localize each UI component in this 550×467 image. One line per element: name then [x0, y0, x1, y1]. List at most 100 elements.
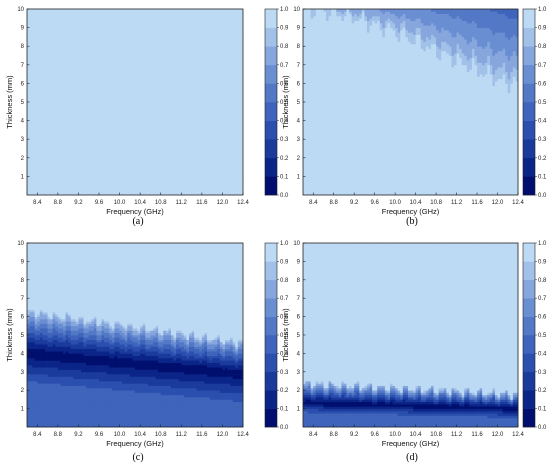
- heatmap-cell: [106, 183, 110, 187]
- heatmap-cell: [73, 122, 77, 126]
- heatmap-cell: [45, 153, 48, 156]
- heatmap-cell: [78, 20, 82, 24]
- heatmap-cell: [104, 25, 108, 28]
- heatmap-cell: [27, 150, 30, 154]
- heatmap-cell: [101, 118, 105, 121]
- heatmap-cell: [57, 141, 61, 145]
- heatmap-cell: [39, 160, 43, 163]
- heatmap-cell: [37, 146, 41, 149]
- heatmap-cell: [93, 167, 97, 170]
- heatmap-cell: [168, 125, 172, 128]
- heatmap-cell: [37, 13, 41, 17]
- heatmap-cell: [101, 134, 105, 138]
- heatmap-cell: [145, 99, 149, 103]
- heatmap-cell: [88, 36, 92, 40]
- heatmap-cell: [129, 43, 133, 47]
- heatmap-cell: [135, 139, 138, 142]
- heatmap-cell: [178, 174, 182, 177]
- heatmap-cell: [104, 15, 108, 19]
- heatmap-cell: [124, 99, 128, 103]
- heatmap-cell: [83, 76, 87, 80]
- heatmap-cell: [173, 108, 177, 112]
- heatmap-cell: [124, 97, 128, 101]
- heatmap-cell: [155, 141, 159, 145]
- heatmap-cell: [42, 29, 46, 33]
- heatmap-cell: [106, 55, 110, 59]
- heatmap-cell: [32, 162, 36, 166]
- heatmap-cell: [129, 113, 133, 117]
- heatmap-cell: [50, 162, 54, 166]
- heatmap-cell: [127, 99, 131, 103]
- heatmap-cell: [68, 48, 72, 52]
- heatmap-cell: [145, 81, 149, 84]
- heatmap-cell: [181, 118, 185, 121]
- heatmap-cell: [160, 13, 164, 17]
- heatmap-cell: [88, 13, 92, 17]
- heatmap-cell: [132, 53, 136, 56]
- heatmap-cell: [132, 115, 136, 119]
- heatmap-cell: [178, 129, 182, 133]
- heatmap-cell: [109, 11, 113, 14]
- heatmap-cell: [96, 97, 100, 101]
- heatmap-cell: [75, 120, 79, 124]
- heatmap-cell: [132, 183, 136, 187]
- heatmap-cell: [117, 69, 120, 73]
- heatmap-cell: [165, 190, 169, 194]
- heatmap-cell: [119, 190, 123, 194]
- heatmap-cell: [93, 129, 97, 133]
- heatmap-cell: [163, 171, 167, 175]
- heatmap-cell: [147, 18, 151, 21]
- heatmap-cell: [119, 157, 123, 161]
- heatmap-cell: [106, 164, 110, 168]
- heatmap-cell: [119, 188, 123, 191]
- heatmap-cell: [32, 22, 36, 26]
- heatmap-cell: [101, 69, 105, 73]
- heatmap-cell: [150, 181, 154, 184]
- heatmap-cell: [178, 122, 182, 126]
- heatmap-cell: [122, 115, 126, 119]
- heatmap-cell: [140, 29, 144, 33]
- heatmap-cell: [181, 9, 185, 12]
- heatmap-cell: [183, 53, 187, 56]
- heatmap-cell: [140, 113, 144, 117]
- heatmap-cell: [142, 11, 146, 14]
- heatmap-cell: [124, 76, 128, 80]
- heatmap-cell: [52, 141, 56, 145]
- heatmap-cell: [91, 174, 95, 177]
- heatmap-cell: [109, 67, 113, 70]
- heatmap-cell: [176, 62, 180, 66]
- heatmap-cell: [88, 25, 92, 28]
- heatmap-cell: [109, 106, 113, 110]
- heatmap-cell: [147, 136, 151, 140]
- heatmap-cell: [111, 129, 115, 133]
- heatmap-cell: [145, 148, 149, 152]
- heatmap-cell: [29, 48, 33, 52]
- heatmap-cell: [127, 132, 131, 135]
- heatmap-cell: [147, 64, 151, 68]
- heatmap-cell: [163, 85, 167, 89]
- heatmap-cell: [178, 46, 182, 49]
- heatmap-cell: [147, 183, 151, 187]
- heatmap-cell: [65, 78, 69, 82]
- heatmap-cell: [60, 118, 64, 121]
- heatmap-cell: [88, 164, 92, 168]
- heatmap-cell: [50, 69, 54, 73]
- heatmap-cell: [160, 78, 164, 82]
- heatmap-cell: [160, 118, 164, 121]
- heatmap-cell: [150, 106, 154, 110]
- heatmap-cell: [145, 139, 149, 142]
- heatmap-cell: [32, 41, 36, 45]
- heatmap-cell: [173, 50, 177, 54]
- heatmap-cell: [173, 127, 177, 131]
- heatmap-cell: [34, 143, 38, 147]
- heatmap-cell: [158, 102, 162, 105]
- heatmap-cell: [75, 25, 79, 28]
- heatmap-cell: [86, 125, 90, 128]
- heatmap-cell: [52, 57, 56, 61]
- heatmap-cell: [86, 85, 90, 89]
- heatmap-cell: [83, 55, 87, 59]
- heatmap-cell: [39, 174, 43, 177]
- heatmap-cell: [163, 43, 167, 47]
- heatmap-cell: [111, 153, 115, 156]
- heatmap-cell: [183, 150, 187, 154]
